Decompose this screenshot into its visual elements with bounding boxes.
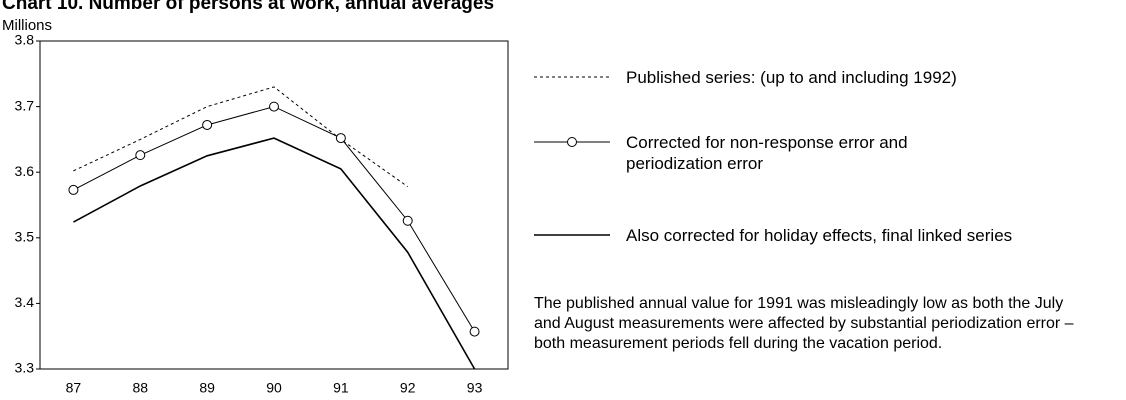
y-tick-label: 3.6 <box>15 163 35 179</box>
x-tick-label: 88 <box>132 380 148 396</box>
point <box>402 215 413 226</box>
x-tick-label: 92 <box>400 380 416 396</box>
legend-marker <box>567 137 577 147</box>
x-tick-label: 93 <box>467 380 483 396</box>
point <box>269 101 279 112</box>
point <box>202 119 213 130</box>
chart-title: Chart 10. Number of persons at work, ann… <box>2 0 494 14</box>
x-tick-label: 89 <box>199 380 215 396</box>
y-tick-label: 3.8 <box>15 32 35 48</box>
y-tick-label: 3.7 <box>15 97 35 113</box>
x-tick-label: 87 <box>66 380 82 396</box>
x-tick-label: 90 <box>266 380 282 396</box>
point <box>135 150 146 161</box>
y-tick-label: 3.3 <box>15 360 35 376</box>
point <box>335 133 346 144</box>
point <box>469 326 480 337</box>
legend-label: Published series: (up to and including 1… <box>626 68 957 87</box>
x-tick-label: 91 <box>333 380 349 396</box>
legend-label: Corrected for non-response error and per… <box>626 133 908 173</box>
y-axis-label: Millions <box>2 17 52 34</box>
legend-label: Also corrected for holiday effects, fina… <box>626 226 1013 245</box>
series-line <box>73 137 476 370</box>
plot-frame <box>39 40 509 370</box>
series-line <box>73 86 409 188</box>
y-tick-label: 3.5 <box>15 229 35 245</box>
series-line <box>73 106 475 332</box>
y-tick-label: 3.4 <box>15 294 35 310</box>
point <box>68 184 79 195</box>
note: The published annual value for 1991 was … <box>534 295 1074 352</box>
